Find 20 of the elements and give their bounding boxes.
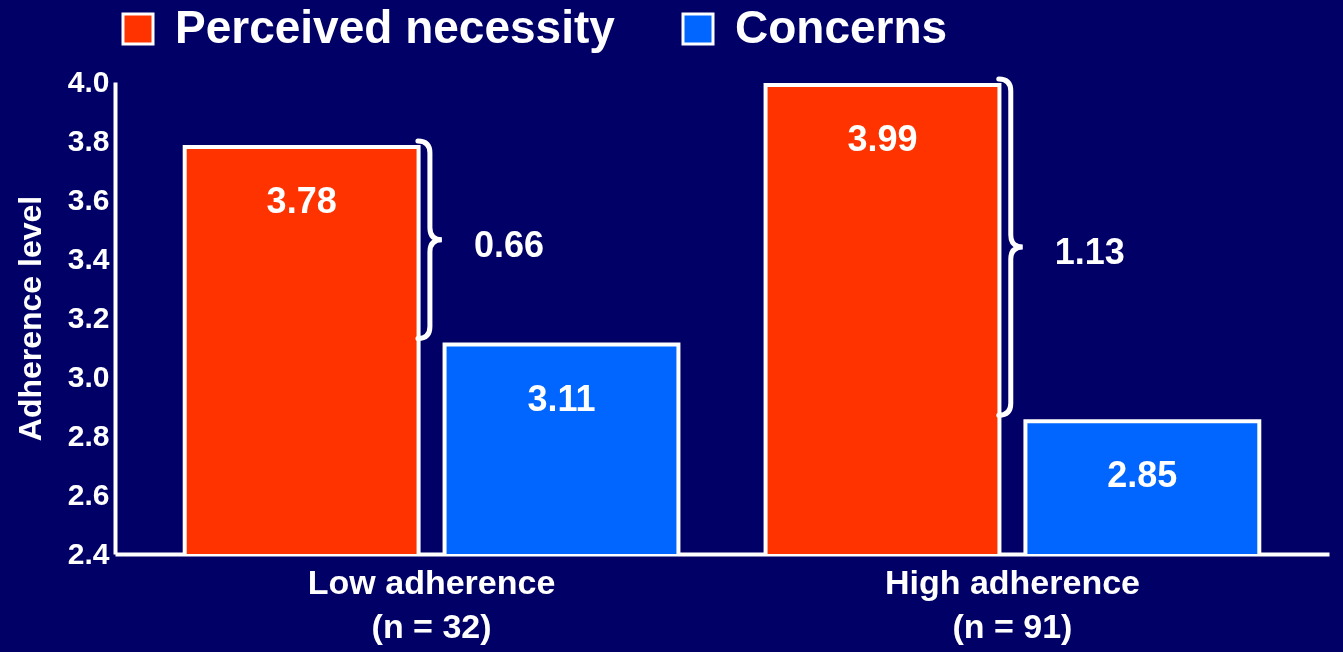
- y-tick-label: 2.6: [67, 477, 110, 511]
- y-tick-label: 2.8: [67, 418, 110, 452]
- x-tick-label: High adherence (n = 91): [884, 562, 1140, 645]
- x-tick-label: Low adherence (n = 32): [307, 562, 556, 645]
- y-tick-label: 4.0: [67, 64, 110, 98]
- y-tick-label: 3.6: [67, 182, 110, 216]
- data-label: 3.99: [847, 117, 918, 159]
- data-label: 2.85: [1107, 454, 1178, 496]
- legend-label: Concerns: [735, 1, 948, 53]
- legend-label: Perceived necessity: [175, 1, 616, 53]
- annotation: 0.66: [473, 223, 544, 265]
- y-axis-title: Adherence level: [11, 195, 48, 442]
- y-tick-label: 3.4: [67, 241, 110, 275]
- annotation: 1.13: [1054, 231, 1125, 273]
- y-tick-label: 3.0: [67, 359, 110, 393]
- data-label: 3.11: [527, 377, 596, 419]
- y-tick-label: 2.4: [67, 536, 110, 570]
- y-tick-label: 3.2: [67, 300, 110, 334]
- y-tick-label: 3.8: [67, 123, 110, 157]
- data-label: 3.78: [266, 179, 337, 221]
